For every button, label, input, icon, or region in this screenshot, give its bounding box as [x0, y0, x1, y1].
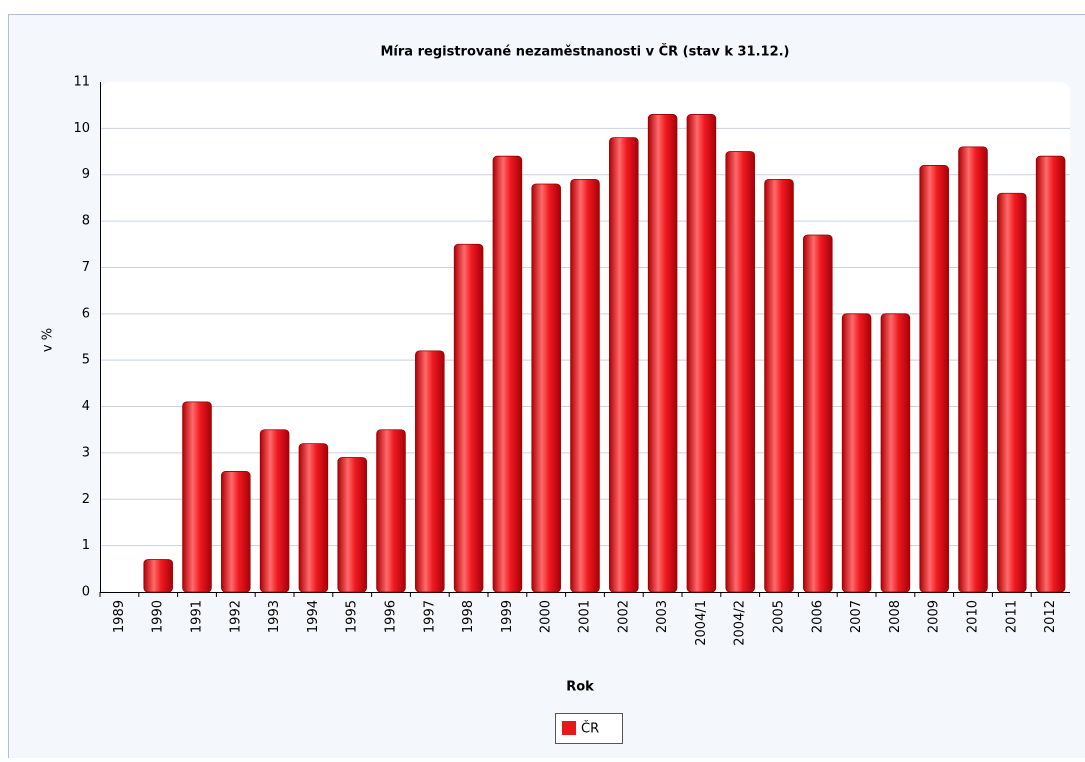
chart-title: Míra registrované nezaměstnanosti v ČR (… — [380, 44, 789, 60]
legend-swatch — [562, 721, 576, 735]
y-tick-label: 3 — [82, 445, 90, 460]
x-tick-label: 1990 — [151, 600, 166, 633]
x-tick-label: 1993 — [267, 600, 282, 633]
y-tick-label: 4 — [82, 399, 90, 414]
x-tick-label: 2011 — [1004, 600, 1019, 633]
x-tick-label: 2004/2 — [733, 600, 748, 646]
bar — [144, 560, 173, 592]
x-tick-label: 2010 — [966, 600, 981, 633]
bar — [803, 235, 832, 592]
bar — [842, 314, 871, 592]
x-tick-label: 2008 — [888, 600, 903, 633]
bar — [726, 152, 755, 592]
bar — [299, 444, 328, 592]
bar — [454, 244, 483, 592]
y-tick-label: 6 — [82, 306, 90, 321]
x-tick-label: 1995 — [345, 600, 360, 633]
x-tick-label: 2001 — [578, 600, 593, 633]
x-tick-label: 1999 — [500, 600, 515, 633]
bar — [959, 147, 988, 592]
bar — [648, 114, 677, 592]
x-tick-label: 2005 — [772, 600, 787, 633]
bar — [338, 458, 367, 592]
bar — [609, 138, 638, 592]
x-tick-label: 1989 — [112, 600, 127, 633]
bar — [415, 351, 444, 592]
x-tick-label: 2007 — [849, 600, 864, 633]
y-tick-label: 1 — [82, 538, 90, 553]
x-tick-label: 1998 — [461, 600, 476, 633]
x-tick-label: 2004/1 — [694, 600, 709, 646]
y-tick-label: 7 — [82, 260, 90, 275]
x-tick-label: 2000 — [539, 600, 554, 633]
bar — [260, 430, 289, 592]
bar — [920, 165, 949, 592]
x-tick-label: 2002 — [616, 600, 631, 633]
bar — [571, 179, 600, 592]
x-tick-label: 1994 — [306, 600, 321, 633]
x-tick-label: 1992 — [228, 600, 243, 633]
bar — [377, 430, 406, 592]
x-axis-label: Rok — [566, 680, 594, 695]
y-tick-label: 11 — [73, 75, 90, 90]
bar — [532, 184, 561, 592]
x-tick-label: 2012 — [1043, 600, 1058, 633]
bar — [221, 471, 250, 592]
y-tick-label: 9 — [82, 167, 90, 182]
y-tick-label: 0 — [82, 585, 90, 600]
legend-label: ČR — [581, 721, 599, 737]
x-tick-label: 2009 — [927, 600, 942, 633]
x-tick-label: 2006 — [810, 600, 825, 633]
bar — [687, 114, 716, 592]
y-tick-label: 8 — [82, 214, 90, 229]
bar — [1036, 156, 1065, 592]
y-tick-label: 10 — [73, 121, 90, 136]
x-tick-label: 1997 — [422, 600, 437, 633]
bar — [183, 402, 212, 592]
x-tick-label: 2003 — [655, 600, 670, 633]
y-axis-label: v % — [41, 328, 56, 352]
bar — [765, 179, 794, 592]
x-tick-label: 1991 — [190, 600, 205, 633]
x-tick-label: 1996 — [384, 600, 399, 633]
y-tick-label: 5 — [82, 353, 90, 368]
bar — [493, 156, 522, 592]
bar — [881, 314, 910, 592]
y-tick-label: 2 — [82, 492, 90, 507]
bar — [997, 193, 1026, 592]
